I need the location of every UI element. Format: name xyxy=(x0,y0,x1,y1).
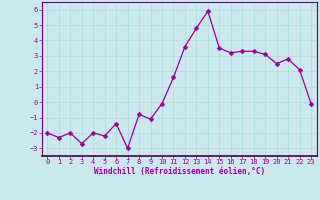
X-axis label: Windchill (Refroidissement éolien,°C): Windchill (Refroidissement éolien,°C) xyxy=(94,167,265,176)
